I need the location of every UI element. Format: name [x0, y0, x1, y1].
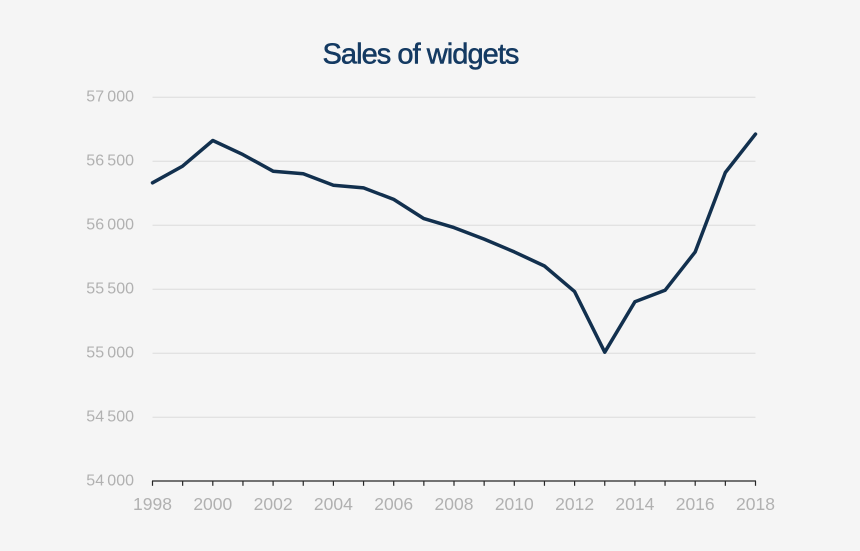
- svg-text:1998: 1998: [133, 494, 172, 514]
- svg-text:54 000: 54 000: [86, 473, 134, 490]
- svg-text:Sales of widgets: Sales of widgets: [323, 39, 519, 71]
- svg-text:2002: 2002: [254, 494, 293, 514]
- svg-text:2010: 2010: [495, 494, 534, 514]
- svg-text:57 000: 57 000: [86, 89, 134, 106]
- svg-text:2016: 2016: [676, 494, 715, 514]
- svg-text:2000: 2000: [193, 494, 232, 514]
- svg-text:55 500: 55 500: [86, 281, 134, 298]
- svg-text:2006: 2006: [374, 494, 413, 514]
- svg-text:2014: 2014: [615, 494, 654, 514]
- svg-text:2018: 2018: [736, 494, 775, 514]
- svg-text:54 500: 54 500: [86, 409, 134, 426]
- svg-text:2004: 2004: [314, 494, 353, 514]
- svg-text:55 000: 55 000: [86, 345, 134, 362]
- svg-text:56 500: 56 500: [86, 153, 134, 170]
- svg-text:2008: 2008: [435, 494, 474, 514]
- svg-text:2012: 2012: [555, 494, 594, 514]
- svg-text:56 000: 56 000: [86, 217, 134, 234]
